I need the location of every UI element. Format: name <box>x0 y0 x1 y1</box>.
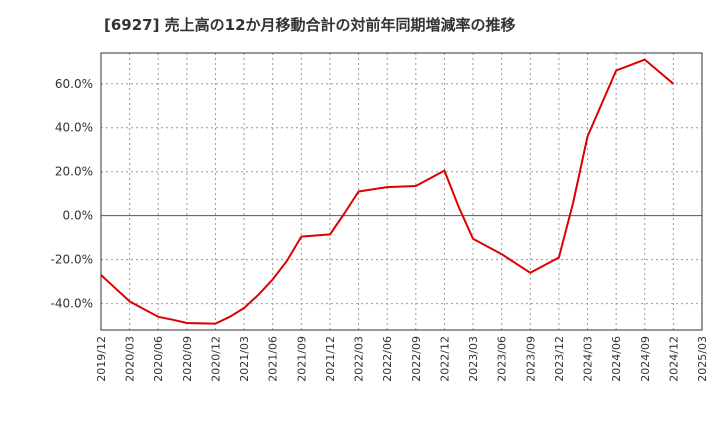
y-tick-label: -40.0% <box>51 297 93 311</box>
x-tick-label: 2024/12 <box>667 336 680 382</box>
x-tick-label: 2022/12 <box>438 336 451 382</box>
x-tick-label: 2024/03 <box>582 336 595 382</box>
x-tick-label: 2023/09 <box>524 336 537 382</box>
x-tick-label: 2020/03 <box>124 336 137 382</box>
x-tick-label: 2020/09 <box>181 336 194 382</box>
y-tick-label: -20.0% <box>51 253 93 267</box>
x-tick-label: 2022/03 <box>353 336 366 382</box>
x-tick-label: 2019/12 <box>95 336 108 382</box>
gridlines <box>101 53 702 330</box>
series-line <box>100 58 675 325</box>
plot-border <box>100 52 703 331</box>
plot-area <box>101 53 702 330</box>
x-tick-label: 2023/03 <box>467 336 480 382</box>
y-tick-label: 60.0% <box>55 77 93 91</box>
y-tick-label: 0.0% <box>63 209 94 223</box>
x-tick-label: 2022/09 <box>410 336 423 382</box>
y-axis: -40.0% -20.0% 0.0% 20.0% 40.0% 60.0% <box>51 77 93 311</box>
x-tick-label: 2024/09 <box>639 336 652 382</box>
x-tick-label: 2023/06 <box>496 336 509 382</box>
x-tick-label: 2021/06 <box>267 336 280 382</box>
y-tick-label: 40.0% <box>55 121 93 135</box>
x-tick-label: 2024/06 <box>610 336 623 382</box>
x-tick-label: 2021/03 <box>238 336 251 382</box>
x-tick-label: 2020/12 <box>209 336 222 382</box>
chart-title: [6927] 売上高の12か月移動合計の対前年同期増減率の推移 <box>104 16 516 34</box>
series-layer <box>100 58 675 325</box>
x-axis: 2019/12 2020/03 2020/06 2020/09 2020/12 2021/… <box>95 336 709 382</box>
x-tick-label: 2021/12 <box>324 336 337 382</box>
x-tick-label: 2020/06 <box>152 336 165 382</box>
x-tick-label: 2023/12 <box>553 336 566 382</box>
x-tick-label: 2021/09 <box>295 336 308 382</box>
x-tick-label: 2022/06 <box>381 336 394 382</box>
x-tick-label: 2025/03 <box>696 336 709 382</box>
y-tick-label: 20.0% <box>55 165 93 179</box>
